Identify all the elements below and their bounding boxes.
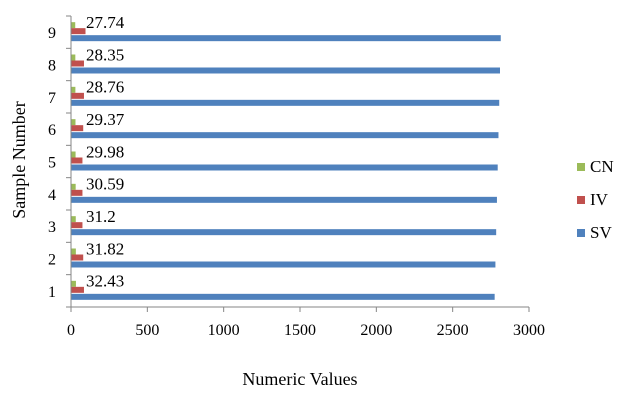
bar-cn-sample-9: [71, 22, 76, 29]
bar-sv-sample-3: [71, 229, 497, 236]
data-label: 29.98: [86, 142, 124, 161]
legend-label-sv: SV: [590, 223, 612, 242]
legend: CN IV SV: [577, 157, 614, 242]
y-tick-label: 9: [48, 25, 56, 42]
legend-swatch-iv: [577, 196, 585, 204]
axes-layer: [66, 15, 530, 312]
y-tick-label: 2: [48, 252, 56, 269]
legend-swatch-cn: [577, 163, 585, 171]
y-tick-label: 8: [48, 58, 56, 75]
x-tick-label: 1500: [284, 322, 316, 339]
y-tick-labels: 1 2 3 4 5 6 7 8 9: [48, 25, 56, 301]
bar-cn-sample-6: [71, 119, 76, 126]
bar-iv-sample-7: [71, 92, 84, 99]
data-label: 30.59: [86, 175, 124, 194]
bar-cn-sample-7: [71, 86, 76, 93]
bar-iv-sample-9: [71, 28, 86, 35]
bar-iv-sample-4: [71, 189, 83, 196]
data-label: 31.2: [86, 207, 116, 226]
bar-sv-sample-5: [71, 164, 498, 171]
x-tick-label: 1000: [208, 322, 240, 339]
bar-iv-sample-2: [71, 254, 84, 261]
data-label: 32.43: [86, 272, 124, 291]
bar-cn-sample-4: [71, 183, 76, 190]
bar-cn-sample-1: [71, 280, 76, 287]
bar-iv-sample-5: [71, 157, 83, 164]
y-tick-label: 6: [48, 122, 56, 139]
bar-sv-sample-6: [71, 132, 499, 139]
x-tick-label: 2500: [437, 322, 469, 339]
y-tick-label: 7: [48, 90, 56, 107]
data-label: 28.76: [86, 78, 124, 97]
y-tick-label: 4: [48, 187, 56, 204]
data-label: 27.74: [86, 13, 125, 32]
bar-sv-sample-1: [71, 293, 495, 300]
bar-sv-sample-8: [71, 67, 500, 74]
bar-sv-sample-4: [71, 196, 497, 203]
x-tick-label: 3000: [513, 322, 545, 339]
y-tick-label: 5: [48, 155, 56, 172]
legend-swatch-sv: [577, 229, 585, 237]
bar-iv-sample-1: [71, 286, 84, 293]
bar-sv-sample-9: [71, 35, 501, 42]
data-label: 28.35: [86, 45, 124, 64]
legend-label-cn: CN: [590, 157, 614, 176]
y-tick-label: 3: [48, 219, 56, 236]
legend-label-iv: IV: [590, 190, 609, 209]
x-tick-label: 2000: [360, 322, 392, 339]
x-tick-labels: 0 500 1000 1500 2000 2500 3000: [67, 322, 545, 339]
y-tick-label: 1: [48, 284, 56, 301]
bar-cn-sample-3: [71, 216, 76, 223]
bar-sv-sample-2: [71, 261, 496, 268]
bar-iv-sample-6: [71, 125, 84, 132]
data-label: 29.37: [86, 110, 125, 129]
bar-iv-sample-3: [71, 222, 83, 229]
data-labels-layer: 32.43 31.82 31.2 30.59 29.98 29.37 28.76 28.35 2…: [86, 13, 125, 291]
bars-layer: [71, 22, 501, 300]
y-axis-title: Sample Number: [9, 101, 29, 218]
x-axis-title: Numeric Values: [242, 369, 357, 389]
bar-iv-sample-8: [71, 60, 84, 67]
bar-cn-sample-8: [71, 54, 76, 61]
bar-sv-sample-7: [71, 99, 500, 106]
x-tick-label: 0: [67, 322, 75, 339]
bar-cn-sample-2: [71, 248, 76, 255]
x-tick-label: 500: [135, 322, 159, 339]
data-label: 31.82: [86, 239, 124, 258]
bar-cn-sample-5: [71, 151, 76, 158]
